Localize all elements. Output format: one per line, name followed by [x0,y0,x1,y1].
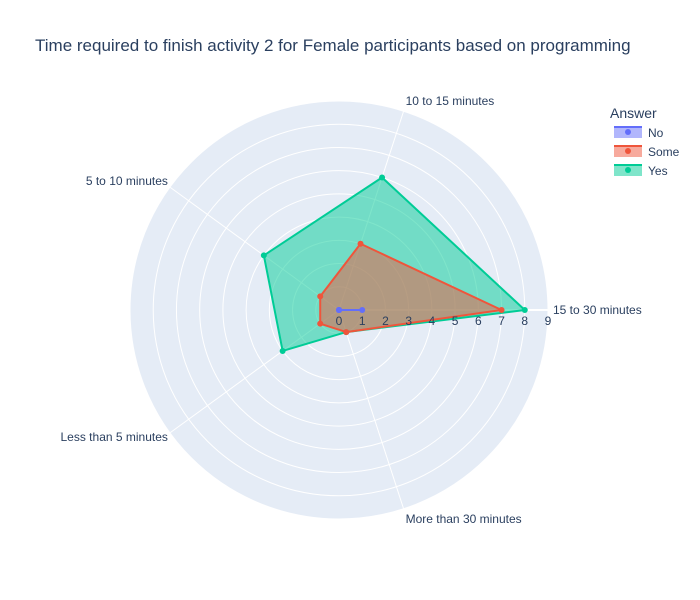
radial-tick-label: 5 [452,314,459,328]
radial-tick-label: 0 [336,314,343,328]
radial-tick-label: 3 [405,314,412,328]
category-label-10-to-15-minutes: 10 to 15 minutes [406,94,495,108]
data-point-yes-15-to-30-minutes[interactable] [521,307,528,313]
legend-item-no[interactable]: No [614,126,664,140]
data-point-yes-5-to-10-minutes[interactable] [260,252,267,259]
data-point-no-more-than-30-minutes[interactable] [336,307,342,313]
category-label-5-to-10-minutes: 5 to 10 minutes [86,174,168,188]
radial-tick-label: 4 [429,314,436,328]
legend-label: Yes [648,164,668,178]
data-point-some-5-to-10-minutes[interactable] [317,293,324,300]
category-label-15-to-30-minutes: 15 to 30 minutes [553,303,642,317]
radial-tick-label: 8 [521,314,528,328]
data-point-some-15-to-30-minutes[interactable] [498,307,505,313]
radial-tick-label: 9 [545,314,552,328]
legend-marker [625,129,631,135]
chart-title: Time required to finish activity 2 for F… [35,36,631,55]
radial-tick-label: 1 [359,314,366,328]
legend-label: Some [648,145,680,159]
legend-label: No [648,126,664,140]
data-point-no-15-to-30-minutes[interactable] [359,307,366,313]
angular-grid-line [338,309,405,509]
legend-item-yes[interactable]: Yes [614,164,668,178]
legend-marker [625,148,631,154]
data-point-some-more-than-30-minutes[interactable] [343,329,350,336]
series-area-some[interactable] [319,242,503,334]
category-label-less-than-5-minutes: Less than 5 minutes [61,430,168,444]
data-point-some-10-to-15-minutes[interactable] [357,240,364,247]
series-no [336,307,366,313]
legend: Answer No Some Yes [610,105,680,178]
radial-tick-label: 2 [382,314,389,328]
radial-tick-label: 6 [475,314,482,328]
data-point-yes-10-to-15-minutes[interactable] [379,174,386,181]
legend-item-some[interactable]: Some [614,145,680,159]
radial-tick-label: 7 [498,314,505,328]
category-label-more-than-30-minutes: More than 30 minutes [406,512,522,526]
data-point-yes-less-than-5-minutes[interactable] [279,347,286,354]
series-some [317,240,505,336]
legend-title: Answer [610,105,657,121]
polar-area: 15 to 30 minutes 10 to 15 minutes 5 to 10 … [61,94,642,526]
data-point-some-less-than-5-minutes[interactable] [317,320,324,327]
legend-marker [625,167,631,173]
